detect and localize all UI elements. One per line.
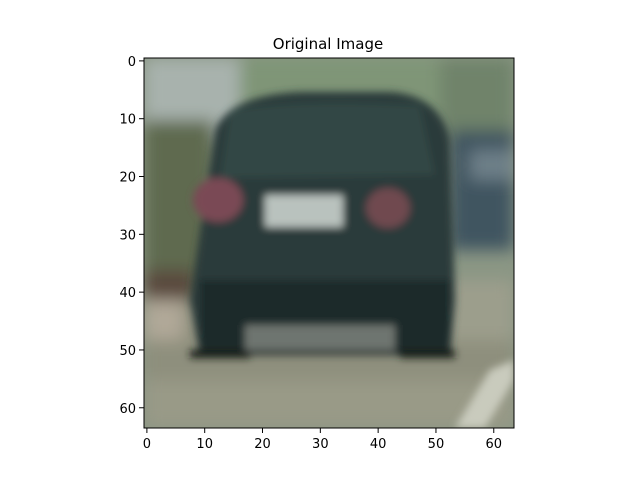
tire-shadow-right <box>400 350 455 358</box>
distant-car-right <box>450 130 514 250</box>
x-tick-label: 60 <box>485 437 502 452</box>
x-axis: 0 10 20 30 40 50 60 <box>143 428 502 452</box>
x-tick-label: 0 <box>143 437 151 452</box>
y-tick-label: 20 <box>119 171 136 186</box>
y-tick-label: 30 <box>119 228 136 243</box>
y-tick-label: 40 <box>119 286 136 301</box>
foliage-right <box>440 58 514 138</box>
x-tick-label: 50 <box>428 437 445 452</box>
y-tick-label: 10 <box>119 113 136 128</box>
tail-light-left <box>193 178 243 222</box>
car-rear-window <box>220 102 435 178</box>
y-tick-label: 60 <box>119 402 136 417</box>
x-tick-label: 20 <box>254 437 271 452</box>
tail-light-right <box>366 188 410 228</box>
main-car <box>190 92 455 358</box>
lane-marking <box>455 360 514 428</box>
license-plate <box>265 195 343 227</box>
y-tick-label: 50 <box>119 344 136 359</box>
y-axis: 0 10 20 30 40 50 60 <box>119 55 144 417</box>
tire-shadow-left <box>190 350 250 358</box>
image-axes-frame <box>143 57 515 429</box>
x-tick-label: 40 <box>370 437 387 452</box>
road-foreground <box>144 380 514 428</box>
image-title: Original Image <box>273 35 383 53</box>
car-lower-trim <box>245 325 395 350</box>
x-tick-label: 10 <box>196 437 213 452</box>
car-rear-view-photo <box>144 58 514 428</box>
x-tick-label: 30 <box>312 437 329 452</box>
y-tick-label: 0 <box>128 55 136 70</box>
distant-car-window <box>470 150 514 180</box>
road-bright-left <box>144 300 184 340</box>
